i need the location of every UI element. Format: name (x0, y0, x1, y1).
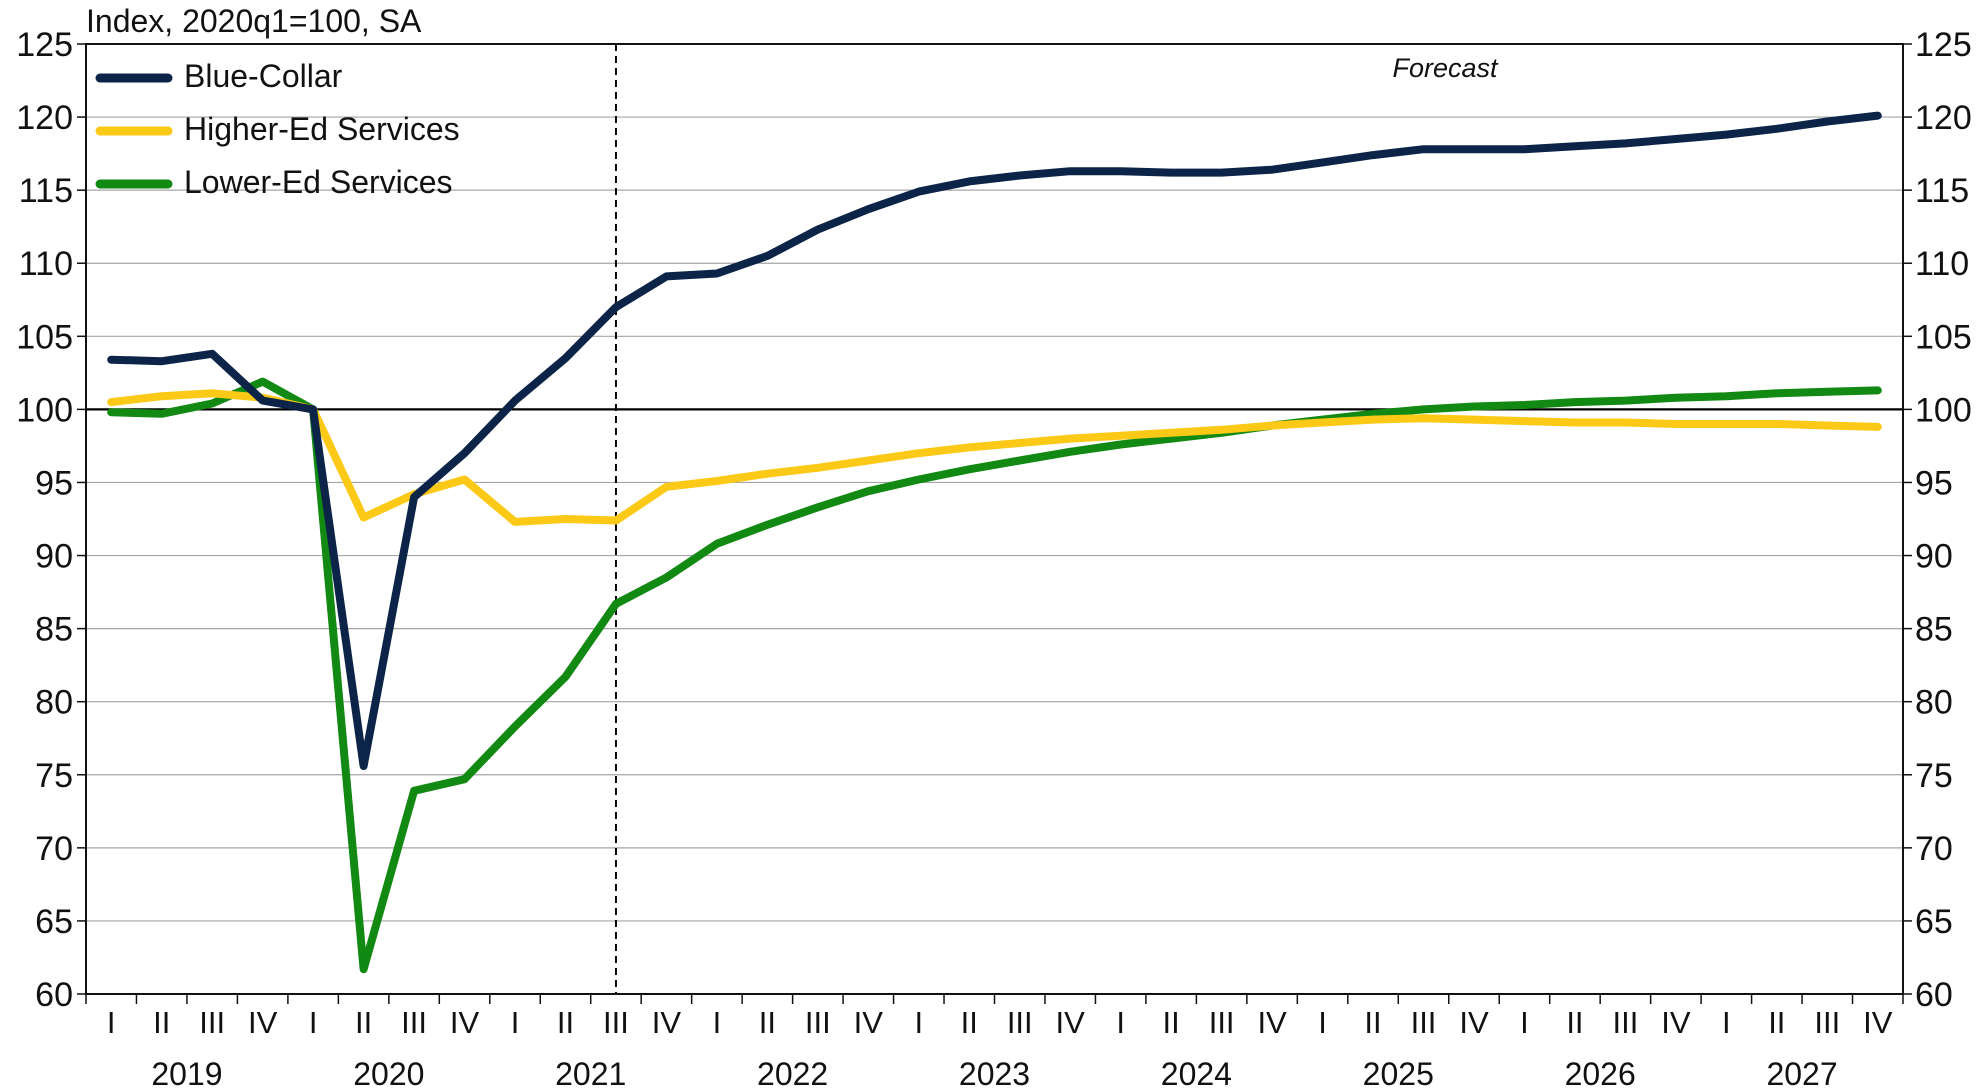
y-tick-label-right: 100 (1915, 391, 1972, 429)
y-tick-label-left: 60 (35, 976, 73, 1014)
x-year-label: 2022 (757, 1056, 828, 1091)
y-axis-right: 60 65 70 75 80 85 90 95 100 105 110 115 120 125 (1903, 26, 1972, 1014)
x-year-label: 2021 (555, 1056, 626, 1091)
x-quarter-label: III (1411, 1005, 1437, 1040)
x-quarter-label: IV (1863, 1005, 1893, 1040)
x-quarter-label: I (1520, 1005, 1529, 1040)
x-quarter-label: II (759, 1005, 776, 1040)
y-axis-left: 60 65 70 75 80 85 90 95 100 105 110 115 120 125 (16, 26, 86, 1014)
y-tick-label-left: 120 (16, 99, 73, 137)
legend: Blue-Collar Higher-Ed Services Lower-Ed … (95, 58, 460, 200)
x-quarter-label: IV (1459, 1005, 1489, 1040)
y-tick-label-right: 125 (1915, 26, 1972, 64)
x-year-label: 2025 (1363, 1056, 1434, 1091)
series-line-blue-collar (107, 111, 1882, 770)
x-quarter-label: II (1566, 1005, 1583, 1040)
series-line-lower-ed-services (107, 377, 1882, 974)
x-quarter-label: I (914, 1005, 923, 1040)
x-year-label: 2019 (151, 1056, 222, 1091)
x-quarter-label: II (1163, 1005, 1180, 1040)
x-year-label: 2026 (1565, 1056, 1636, 1091)
x-quarter-label: IV (652, 1005, 682, 1040)
y-tick-label-right: 110 (1915, 245, 1969, 283)
legend-label-blue-collar: Blue-Collar (184, 58, 343, 94)
forecast-annotation: Forecast (1392, 53, 1499, 83)
x-quarter-label: III (1612, 1005, 1638, 1040)
x-quarter-label: IV (450, 1005, 480, 1040)
x-quarter-label: I (309, 1005, 318, 1040)
y-tick-label-right: 60 (1915, 976, 1953, 1014)
x-quarter-label: IV (248, 1005, 278, 1040)
y-tick-label-right: 120 (1915, 99, 1972, 137)
y-tick-label-left: 80 (35, 684, 73, 722)
y-tick-label-right: 80 (1915, 684, 1953, 722)
x-quarter-label: III (401, 1005, 427, 1040)
x-quarter-label: I (107, 1005, 116, 1040)
legend-label-lower-ed: Lower-Ed Services (184, 164, 453, 200)
y-tick-label-left: 115 (19, 172, 73, 210)
x-quarter-label: IV (1056, 1005, 1086, 1040)
x-quarter-label: III (603, 1005, 629, 1040)
gridlines (86, 116, 1903, 922)
x-quarter-label: III (1209, 1005, 1235, 1040)
y-tick-label-left: 100 (16, 391, 73, 429)
y-tick-label-right: 70 (1915, 830, 1953, 868)
x-quarter-label: I (1116, 1005, 1125, 1040)
x-quarter-label: IV (1661, 1005, 1691, 1040)
y-tick-label-left: 105 (16, 318, 73, 356)
x-quarter-label: III (1814, 1005, 1840, 1040)
unit-label: Index, 2020q1=100, SA (86, 3, 422, 39)
y-tick-label-left: 75 (35, 757, 73, 795)
x-quarter-label: I (511, 1005, 520, 1040)
y-tick-label-right: 115 (1915, 172, 1969, 210)
x-quarter-label: II (1364, 1005, 1381, 1040)
y-tick-label-left: 125 (16, 26, 73, 64)
x-quarter-label: II (557, 1005, 574, 1040)
x-quarter-label: III (805, 1005, 831, 1040)
series-line-higher-ed-services (107, 389, 1882, 526)
x-quarter-label: I (1318, 1005, 1327, 1040)
y-tick-label-left: 65 (35, 903, 73, 941)
y-tick-label-left: 110 (19, 245, 73, 283)
legend-label-higher-ed: Higher-Ed Services (184, 111, 460, 147)
y-tick-label-right: 75 (1915, 757, 1953, 795)
y-tick-label-left: 85 (35, 611, 73, 649)
x-quarter-label: IV (1257, 1005, 1287, 1040)
x-quarter-label: I (1722, 1005, 1731, 1040)
x-quarter-label: II (153, 1005, 170, 1040)
x-year-label: 2024 (1161, 1056, 1232, 1091)
x-year-label: 2027 (1766, 1056, 1837, 1091)
y-tick-label-left: 90 (35, 538, 73, 576)
x-year-label: 2020 (353, 1056, 424, 1091)
y-tick-label-right: 65 (1915, 903, 1953, 941)
x-quarter-label: III (1007, 1005, 1033, 1040)
y-tick-label-left: 95 (35, 464, 73, 502)
y-tick-label-left: 70 (35, 830, 73, 868)
x-quarter-label: II (355, 1005, 372, 1040)
x-quarter-label: II (1768, 1005, 1785, 1040)
y-tick-label-right: 90 (1915, 538, 1953, 576)
x-quarter-label: IV (854, 1005, 884, 1040)
x-year-label: 2023 (959, 1056, 1030, 1091)
x-axis: I II III IV I II III IV I II III IV I II III IV I II III IV… (85, 994, 1904, 1091)
y-tick-label-right: 105 (1915, 318, 1972, 356)
x-quarter-label: III (199, 1005, 225, 1040)
series-lines (107, 111, 1882, 974)
x-quarter-label: I (713, 1005, 722, 1040)
y-tick-label-right: 95 (1915, 464, 1953, 502)
x-quarter-label: II (961, 1005, 978, 1040)
y-tick-label-right: 85 (1915, 611, 1953, 649)
